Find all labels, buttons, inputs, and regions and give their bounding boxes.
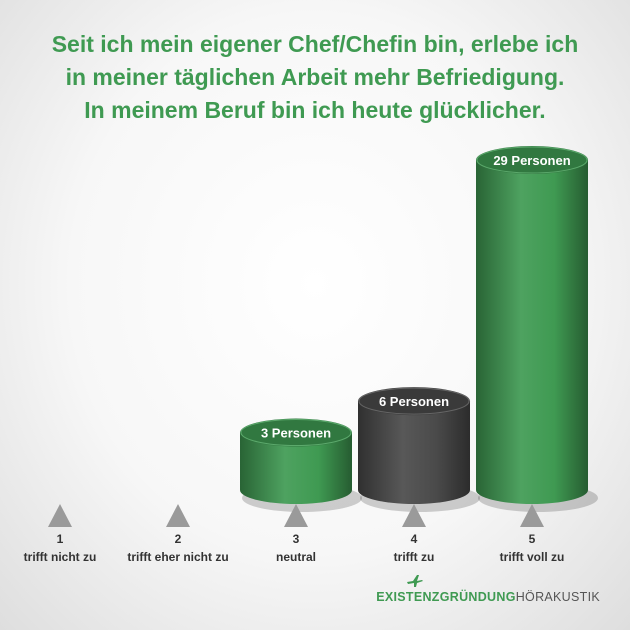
category-axis: 1 trifft nicht zu 2 trifft eher nicht zu 3 ne… xyxy=(24,504,565,564)
category-label: trifft zu xyxy=(394,550,435,564)
data-labels-layer: 3 Personen 6 Personen 29 Personen xyxy=(261,153,571,441)
title-line-3: In meinem Beruf bin ich heute glückliche… xyxy=(84,97,546,123)
category-marker-icon xyxy=(284,504,308,527)
category-label: trifft nicht zu xyxy=(24,550,97,564)
category-number: 4 xyxy=(411,532,418,546)
category-marker-icon xyxy=(402,504,426,527)
bar-5 xyxy=(476,146,598,512)
title-line-2: in meiner täglichen Arbeit mehr Befriedi… xyxy=(65,64,565,90)
category-label: trifft eher nicht zu xyxy=(127,550,228,564)
title-line-1: Seit ich mein eigener Chef/Chefin bin, e… xyxy=(51,31,579,57)
category-number: 1 xyxy=(57,532,64,546)
logo-text-primary: EXISTENZGRÜNDUNG xyxy=(376,590,516,604)
category-number: 2 xyxy=(175,532,182,546)
data-label: 29 Personen xyxy=(493,153,570,168)
chart-title: Seit ich mein eigener Chef/Chefin bin, e… xyxy=(20,28,610,127)
brand-logo: EXISTENZGRÜNDUNGHÖRAKUSTIK xyxy=(376,575,600,604)
logo-text-secondary: HÖRAKUSTIK xyxy=(515,590,600,604)
bar-3 xyxy=(240,418,362,512)
data-label: 3 Personen xyxy=(261,426,331,441)
category-number: 5 xyxy=(529,532,536,546)
category-label: trifft voll zu xyxy=(500,550,565,564)
bars-layer xyxy=(240,146,598,512)
airplane-icon xyxy=(407,575,424,587)
category-number: 3 xyxy=(293,532,300,546)
category-marker-icon xyxy=(48,504,72,527)
category-marker-icon xyxy=(520,504,544,527)
category-label: neutral xyxy=(276,550,316,564)
bar-4 xyxy=(358,387,480,512)
category-marker-icon xyxy=(166,504,190,527)
data-label: 6 Personen xyxy=(379,394,449,409)
